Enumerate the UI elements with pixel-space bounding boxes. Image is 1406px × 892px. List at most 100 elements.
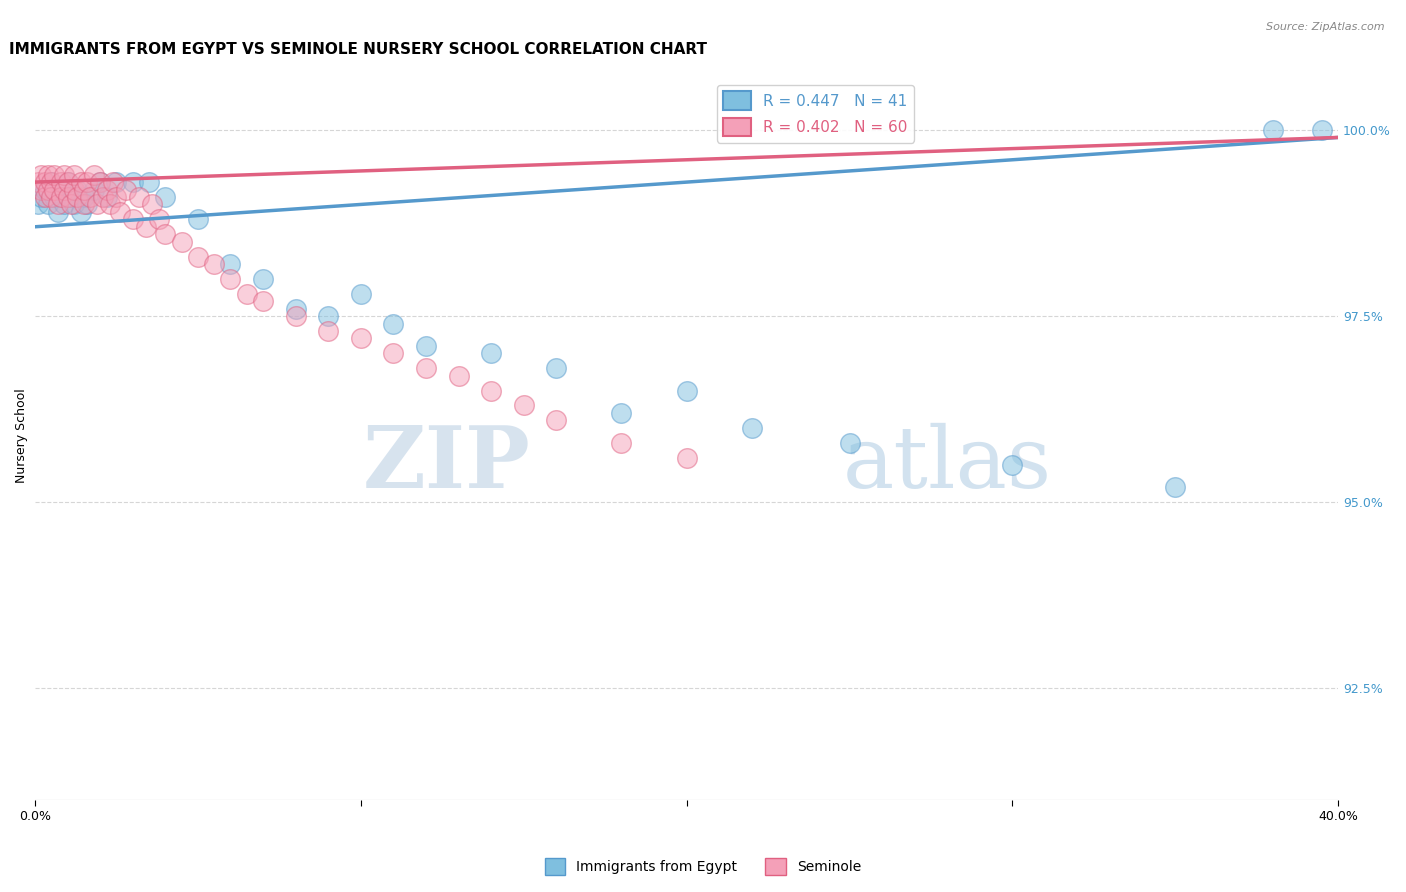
Point	[49, 190, 72, 204]
Point	[86, 197, 108, 211]
Point	[101, 175, 124, 189]
Point	[66, 190, 89, 204]
Point	[105, 175, 128, 189]
Point	[56, 190, 79, 204]
Point	[96, 190, 118, 204]
Point	[382, 317, 405, 331]
Point	[105, 190, 128, 204]
Point	[73, 197, 96, 211]
Point	[59, 197, 82, 211]
Point	[96, 183, 118, 197]
Legend: R = 0.447   N = 41, R = 0.402   N = 60: R = 0.447 N = 41, R = 0.402 N = 60	[717, 86, 914, 143]
Point	[252, 294, 274, 309]
Point	[479, 384, 502, 398]
Point	[63, 197, 86, 211]
Legend: Immigrants from Egypt, Seminole: Immigrants from Egypt, Seminole	[538, 853, 868, 880]
Point	[44, 183, 66, 197]
Point	[56, 175, 79, 189]
Point	[63, 168, 86, 182]
Point	[138, 175, 160, 189]
Point	[93, 190, 115, 204]
Point	[128, 190, 150, 204]
Point	[39, 175, 62, 189]
Point	[49, 183, 72, 197]
Point	[202, 257, 225, 271]
Point	[59, 190, 82, 204]
Point	[1164, 480, 1187, 494]
Point	[187, 250, 209, 264]
Point	[46, 197, 69, 211]
Point	[53, 197, 76, 211]
Point	[350, 286, 373, 301]
Point	[415, 339, 437, 353]
Point	[141, 197, 163, 211]
Point	[39, 175, 62, 189]
Point	[252, 272, 274, 286]
Point	[155, 227, 177, 242]
Point	[69, 175, 91, 189]
Point	[135, 219, 157, 234]
Point	[316, 324, 339, 338]
Point	[30, 168, 52, 182]
Point	[121, 175, 143, 189]
Point	[447, 368, 470, 383]
Point	[382, 346, 405, 360]
Point	[98, 197, 121, 211]
Point	[53, 168, 76, 182]
Point	[219, 272, 242, 286]
Point	[46, 205, 69, 219]
Point	[34, 190, 56, 204]
Point	[121, 212, 143, 227]
Point	[37, 183, 59, 197]
Point	[83, 183, 105, 197]
Text: atlas: atlas	[844, 423, 1052, 506]
Point	[316, 309, 339, 323]
Point	[69, 205, 91, 219]
Point	[350, 331, 373, 345]
Point	[235, 286, 257, 301]
Point	[284, 309, 307, 323]
Point	[56, 175, 79, 189]
Point	[838, 435, 860, 450]
Point	[66, 183, 89, 197]
Point	[34, 183, 56, 197]
Point	[30, 190, 52, 204]
Point	[44, 168, 66, 182]
Point	[148, 212, 170, 227]
Point	[34, 175, 56, 189]
Point	[44, 190, 66, 204]
Point	[610, 435, 633, 450]
Point	[512, 399, 534, 413]
Point	[27, 175, 49, 189]
Point	[675, 384, 697, 398]
Point	[219, 257, 242, 271]
Point	[63, 183, 86, 197]
Point	[73, 183, 96, 197]
Point	[479, 346, 502, 360]
Point	[170, 235, 193, 249]
Point	[115, 183, 138, 197]
Point	[741, 421, 763, 435]
Point	[187, 212, 209, 227]
Point	[610, 406, 633, 420]
Point	[37, 197, 59, 211]
Point	[1261, 123, 1284, 137]
Point	[1001, 458, 1024, 472]
Point	[284, 301, 307, 316]
Point	[415, 361, 437, 376]
Text: ZIP: ZIP	[363, 423, 530, 507]
Point	[73, 190, 96, 204]
Point	[108, 205, 131, 219]
Point	[79, 190, 101, 204]
Text: IMMIGRANTS FROM EGYPT VS SEMINOLE NURSERY SCHOOL CORRELATION CHART: IMMIGRANTS FROM EGYPT VS SEMINOLE NURSER…	[8, 42, 707, 57]
Point	[30, 183, 52, 197]
Point	[49, 175, 72, 189]
Point	[39, 190, 62, 204]
Point	[76, 175, 98, 189]
Point	[76, 197, 98, 211]
Point	[83, 168, 105, 182]
Point	[53, 183, 76, 197]
Point	[546, 361, 568, 376]
Point	[27, 197, 49, 211]
Point	[675, 450, 697, 465]
